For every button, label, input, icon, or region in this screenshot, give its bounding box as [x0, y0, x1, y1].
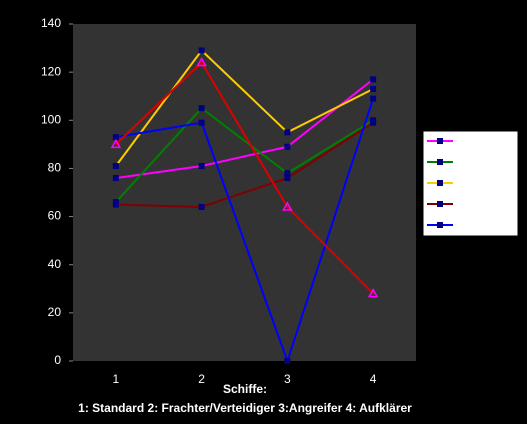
legend-marker [437, 138, 443, 144]
x-tick-label: 1 [113, 372, 120, 386]
x-tick-label: 3 [284, 372, 291, 386]
marker [284, 175, 291, 182]
marker [284, 358, 291, 364]
marker [112, 163, 119, 170]
series-line [115, 60, 374, 295]
marker [196, 57, 207, 67]
x-axis-note: 1: Standard 2: Frachter/Verteidiger 3:An… [78, 401, 412, 415]
legend-label: Teladi [457, 217, 488, 231]
legend-label: Boronen [457, 154, 502, 168]
marker [198, 203, 205, 210]
y-tick-label: 100 [41, 112, 61, 126]
marker [370, 85, 377, 92]
series-line [115, 121, 374, 208]
legend-label: Argonen [457, 133, 502, 147]
x-tick-label: 4 [370, 372, 377, 386]
legend-marker [437, 201, 443, 207]
marker [284, 143, 291, 150]
y-tick-label: 40 [48, 257, 62, 271]
y-tick-label: 0 [54, 353, 61, 367]
legend-marker [437, 222, 443, 228]
marker [112, 201, 119, 208]
series-line [115, 98, 375, 365]
marker [282, 201, 293, 211]
y-tick-label: 80 [48, 161, 62, 175]
series-line [115, 78, 374, 180]
marker [284, 170, 291, 177]
legend-label: Split [457, 196, 481, 210]
series-line [115, 48, 374, 167]
marker [370, 76, 377, 83]
marker [370, 95, 377, 102]
marker [112, 175, 119, 182]
legend-label: Paraniden [457, 175, 512, 189]
x-axis-label: Schiffe: [223, 382, 267, 396]
series-line [115, 106, 374, 203]
marker [198, 105, 205, 112]
legend-marker [437, 180, 443, 186]
marker [367, 288, 379, 298]
marker [198, 163, 205, 170]
marker [370, 119, 377, 126]
x-tick-label: 2 [198, 372, 205, 386]
y-tick-label: 140 [41, 16, 61, 30]
marker [112, 134, 119, 141]
marker [198, 47, 205, 54]
y-tick-label: 20 [48, 305, 62, 319]
marker [284, 129, 291, 136]
marker [110, 138, 122, 149]
marker [198, 119, 205, 126]
y-tick-label: 60 [48, 209, 62, 223]
legend-marker [437, 159, 443, 165]
y-tick-label: 120 [41, 64, 61, 78]
